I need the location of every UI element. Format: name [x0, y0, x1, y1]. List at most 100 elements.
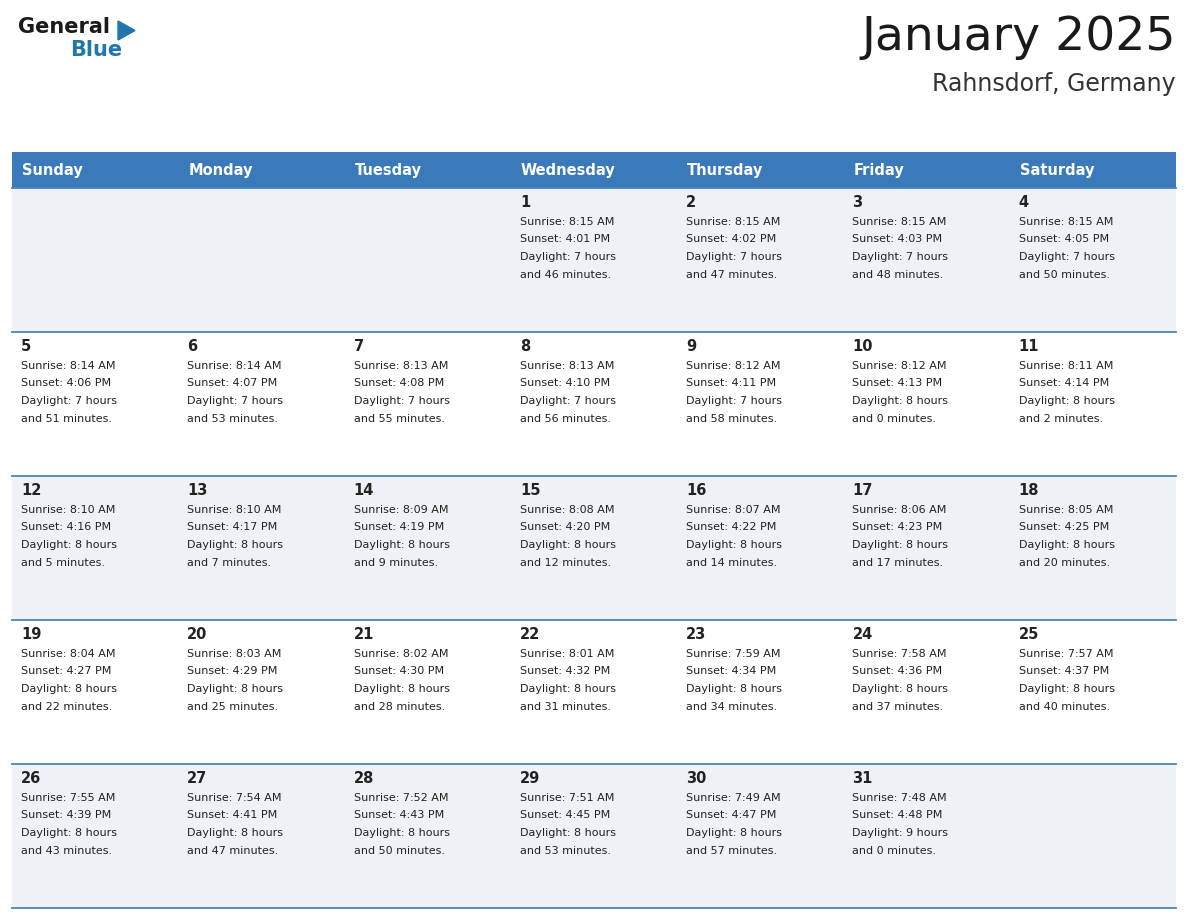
Text: Sunrise: 8:04 AM: Sunrise: 8:04 AM [21, 649, 115, 659]
Text: Sunset: 4:20 PM: Sunset: 4:20 PM [520, 522, 611, 532]
Text: Sunrise: 8:05 AM: Sunrise: 8:05 AM [1019, 505, 1113, 515]
Text: Sunset: 4:48 PM: Sunset: 4:48 PM [853, 811, 943, 821]
Text: 16: 16 [687, 483, 707, 498]
Text: and 7 minutes.: and 7 minutes. [188, 557, 271, 567]
Text: Daylight: 8 hours: Daylight: 8 hours [21, 540, 116, 550]
Bar [12, 332, 1176, 476]
Text: Sunset: 4:30 PM: Sunset: 4:30 PM [354, 666, 443, 677]
Text: Saturday: Saturday [1019, 162, 1094, 177]
Text: Sunset: 4:37 PM: Sunset: 4:37 PM [1019, 666, 1108, 677]
Text: Daylight: 8 hours: Daylight: 8 hours [188, 828, 283, 838]
Text: and 48 minutes.: and 48 minutes. [853, 270, 943, 279]
Text: Daylight: 9 hours: Daylight: 9 hours [853, 828, 948, 838]
Text: Daylight: 8 hours: Daylight: 8 hours [687, 540, 782, 550]
Text: Sunset: 4:17 PM: Sunset: 4:17 PM [188, 522, 278, 532]
Text: 6: 6 [188, 339, 197, 354]
Text: Sunrise: 7:58 AM: Sunrise: 7:58 AM [853, 649, 947, 659]
Text: and 43 minutes.: and 43 minutes. [21, 845, 112, 856]
Text: Sunrise: 8:03 AM: Sunrise: 8:03 AM [188, 649, 282, 659]
Text: Sunrise: 7:48 AM: Sunrise: 7:48 AM [853, 793, 947, 803]
Text: and 0 minutes.: and 0 minutes. [853, 413, 936, 423]
Text: and 55 minutes.: and 55 minutes. [354, 413, 444, 423]
Text: Daylight: 7 hours: Daylight: 7 hours [853, 252, 948, 262]
Bar [12, 152, 1176, 188]
Text: 12: 12 [21, 483, 42, 498]
Bar [12, 476, 1176, 620]
Text: 21: 21 [354, 627, 374, 642]
Text: and 51 minutes.: and 51 minutes. [21, 413, 112, 423]
Text: 15: 15 [520, 483, 541, 498]
Text: Daylight: 8 hours: Daylight: 8 hours [687, 828, 782, 838]
Text: 22: 22 [520, 627, 541, 642]
Text: Sunrise: 8:12 AM: Sunrise: 8:12 AM [687, 361, 781, 371]
Text: and 34 minutes.: and 34 minutes. [687, 701, 777, 711]
Text: and 47 minutes.: and 47 minutes. [687, 270, 777, 279]
Bar [12, 764, 1176, 908]
Text: 26: 26 [21, 771, 42, 786]
Text: Daylight: 7 hours: Daylight: 7 hours [520, 396, 615, 406]
Text: Daylight: 7 hours: Daylight: 7 hours [687, 252, 782, 262]
Text: Sunrise: 8:13 AM: Sunrise: 8:13 AM [354, 361, 448, 371]
Text: 8: 8 [520, 339, 530, 354]
Text: Rahnsdorf, Germany: Rahnsdorf, Germany [933, 72, 1176, 96]
Text: 18: 18 [1019, 483, 1040, 498]
Text: Sunrise: 8:15 AM: Sunrise: 8:15 AM [520, 217, 614, 227]
Text: Sunset: 4:34 PM: Sunset: 4:34 PM [687, 666, 777, 677]
Text: 10: 10 [853, 339, 873, 354]
Text: Sunrise: 8:09 AM: Sunrise: 8:09 AM [354, 505, 448, 515]
Text: Daylight: 8 hours: Daylight: 8 hours [21, 828, 116, 838]
Text: 1: 1 [520, 195, 530, 210]
Text: Sunrise: 7:59 AM: Sunrise: 7:59 AM [687, 649, 781, 659]
Text: Sunset: 4:14 PM: Sunset: 4:14 PM [1019, 378, 1108, 388]
Text: Sunset: 4:05 PM: Sunset: 4:05 PM [1019, 234, 1108, 244]
Text: Daylight: 8 hours: Daylight: 8 hours [687, 684, 782, 694]
Text: Sunset: 4:06 PM: Sunset: 4:06 PM [21, 378, 112, 388]
Text: Daylight: 8 hours: Daylight: 8 hours [21, 684, 116, 694]
Text: Sunset: 4:36 PM: Sunset: 4:36 PM [853, 666, 942, 677]
Text: Daylight: 8 hours: Daylight: 8 hours [188, 540, 283, 550]
Text: Sunset: 4:45 PM: Sunset: 4:45 PM [520, 811, 611, 821]
Text: 4: 4 [1019, 195, 1029, 210]
Text: Daylight: 8 hours: Daylight: 8 hours [1019, 540, 1114, 550]
Text: General: General [18, 17, 110, 37]
Bar [12, 620, 1176, 764]
Text: Sunrise: 8:14 AM: Sunrise: 8:14 AM [21, 361, 115, 371]
Text: 11: 11 [1019, 339, 1040, 354]
Text: and 28 minutes.: and 28 minutes. [354, 701, 444, 711]
Text: Daylight: 8 hours: Daylight: 8 hours [853, 396, 948, 406]
Text: Daylight: 8 hours: Daylight: 8 hours [853, 684, 948, 694]
Text: Daylight: 8 hours: Daylight: 8 hours [520, 828, 615, 838]
Text: 3: 3 [853, 195, 862, 210]
Text: Sunrise: 7:55 AM: Sunrise: 7:55 AM [21, 793, 115, 803]
Text: Sunrise: 7:49 AM: Sunrise: 7:49 AM [687, 793, 781, 803]
Text: Sunset: 4:22 PM: Sunset: 4:22 PM [687, 522, 777, 532]
Text: 25: 25 [1019, 627, 1040, 642]
Text: Sunset: 4:23 PM: Sunset: 4:23 PM [853, 522, 943, 532]
Text: 28: 28 [354, 771, 374, 786]
Text: 30: 30 [687, 771, 707, 786]
Text: Sunrise: 8:01 AM: Sunrise: 8:01 AM [520, 649, 614, 659]
Text: Sunrise: 8:06 AM: Sunrise: 8:06 AM [853, 505, 947, 515]
Text: and 57 minutes.: and 57 minutes. [687, 845, 777, 856]
Text: and 56 minutes.: and 56 minutes. [520, 413, 611, 423]
Text: 7: 7 [354, 339, 364, 354]
Text: Friday: Friday [853, 162, 904, 177]
Text: Sunset: 4:07 PM: Sunset: 4:07 PM [188, 378, 278, 388]
Text: and 58 minutes.: and 58 minutes. [687, 413, 777, 423]
Text: Sunset: 4:02 PM: Sunset: 4:02 PM [687, 234, 777, 244]
Polygon shape [118, 21, 135, 40]
Text: Thursday: Thursday [687, 162, 764, 177]
Text: Tuesday: Tuesday [354, 162, 422, 177]
Text: Sunrise: 8:12 AM: Sunrise: 8:12 AM [853, 361, 947, 371]
Text: Sunset: 4:27 PM: Sunset: 4:27 PM [21, 666, 112, 677]
Text: and 9 minutes.: and 9 minutes. [354, 557, 437, 567]
Text: Sunset: 4:29 PM: Sunset: 4:29 PM [188, 666, 278, 677]
Text: 2: 2 [687, 195, 696, 210]
Text: 24: 24 [853, 627, 873, 642]
Text: 9: 9 [687, 339, 696, 354]
Text: Sunset: 4:08 PM: Sunset: 4:08 PM [354, 378, 444, 388]
Text: Sunset: 4:19 PM: Sunset: 4:19 PM [354, 522, 444, 532]
Text: and 40 minutes.: and 40 minutes. [1019, 701, 1110, 711]
Text: Sunrise: 8:08 AM: Sunrise: 8:08 AM [520, 505, 614, 515]
Text: 19: 19 [21, 627, 42, 642]
